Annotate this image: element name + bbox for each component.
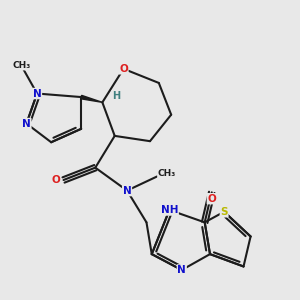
Polygon shape (81, 95, 102, 102)
Text: NH: NH (161, 205, 178, 215)
Text: CH₃: CH₃ (158, 169, 176, 178)
Text: N: N (177, 265, 186, 275)
Text: O: O (207, 194, 216, 204)
Text: N: N (33, 88, 41, 98)
Text: CH₃: CH₃ (12, 61, 30, 70)
Text: O: O (119, 64, 128, 74)
Text: N: N (22, 118, 31, 128)
Text: H: H (112, 91, 120, 101)
Text: S: S (220, 207, 228, 217)
Text: N: N (123, 186, 131, 196)
Text: O: O (51, 175, 60, 185)
